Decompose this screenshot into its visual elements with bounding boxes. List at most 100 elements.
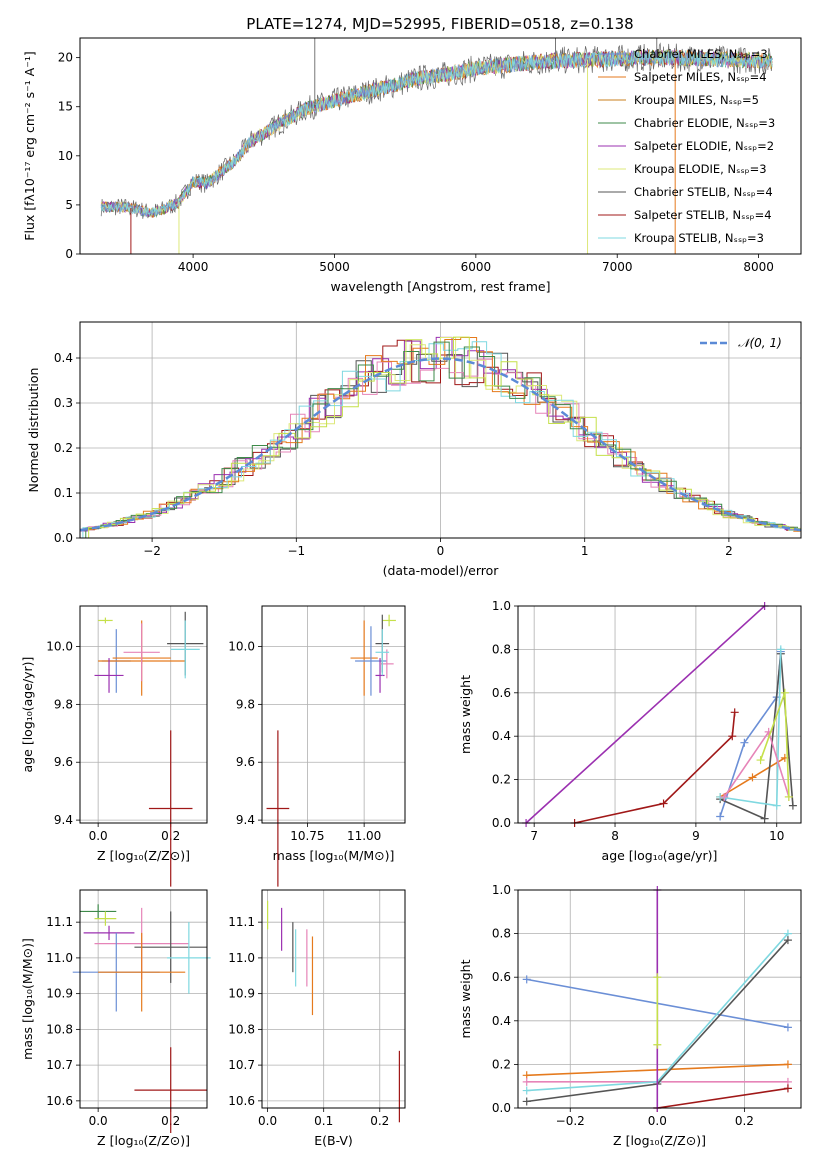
page-title: PLATE=1274, MJD=52995, FIBERID=0518, z=0… xyxy=(246,15,633,33)
weight-marker xyxy=(783,1060,792,1069)
x-tick-label: 1 xyxy=(581,544,589,558)
legend-entry: Chabrier ELODIE, Nₛₛₚ=3 xyxy=(634,116,775,130)
axes-frame xyxy=(517,605,802,824)
x-tick-label: 0.0 xyxy=(89,1114,108,1128)
y-axis-label: age [log₁₀(age/yr)] xyxy=(20,657,35,773)
legend-entry: Kroupa ELODIE, Nₛₛₚ=3 xyxy=(634,162,767,176)
legend-entry: Kroupa MILES, Nₛₛₚ=5 xyxy=(634,93,759,107)
x-tick-label: 4000 xyxy=(178,260,209,274)
x-tick-label: 6000 xyxy=(461,260,492,274)
x-tick-label: 10 xyxy=(769,829,784,843)
y-tick-label: 10 xyxy=(58,149,73,163)
y-tick-label: 10.0 xyxy=(228,640,255,654)
histogram-chabrier_stelib xyxy=(80,351,801,531)
x-tick-label: 7 xyxy=(530,829,538,843)
panel-age_vs_mass: 10.75 11.00 9.4 9.6 9.8 10.0 mass [log₁₀(M/M⊙)… xyxy=(228,605,406,887)
weight-marker xyxy=(756,756,765,765)
panel-mass_weight_vs_Z: −0.2 0.0 0.2 0.0 0.2 0.4 0.6 0.8 1.0 Z [log₁₀(Z/Z… xyxy=(458,883,802,1148)
y-tick-label: 0.0 xyxy=(54,531,73,545)
y-tick-label: 9.8 xyxy=(54,697,73,711)
x-tick-label: 0.2 xyxy=(735,1114,754,1128)
axes-frame xyxy=(79,889,208,1109)
y-tick-label: 0.8 xyxy=(492,642,511,656)
y-tick-label: 9.4 xyxy=(54,813,73,827)
weight-marker xyxy=(653,973,662,982)
weight-marker xyxy=(522,1077,531,1086)
weight-series-line xyxy=(657,1087,789,1109)
y-tick-label: 10.0 xyxy=(46,640,73,654)
x-tick-label: 0.0 xyxy=(89,829,108,843)
histogram-pink xyxy=(80,358,801,530)
histograms xyxy=(80,336,801,538)
legend-entry: Salpeter ELODIE, Nₛₛₚ=2 xyxy=(634,139,774,153)
weight-marker xyxy=(522,1097,531,1106)
weight-marker xyxy=(748,773,757,782)
x-axis-label: (data-model)/error xyxy=(383,563,500,578)
axes-frame xyxy=(79,321,802,539)
y-axis-label: Normed distribution xyxy=(26,368,41,493)
y-axis-label: mass weight xyxy=(458,675,473,754)
x-tick-label: 0.0 xyxy=(258,1114,277,1128)
legend-entry: Kroupa STELIB, Nₛₛₚ=3 xyxy=(634,231,764,245)
weight-marker xyxy=(740,738,749,747)
y-tick-label: 10.6 xyxy=(46,1094,73,1108)
panel-spectrum: 4000 5000 6000 7000 8000 0 5 10 15 20 wavelength [… xyxy=(22,37,802,294)
weight-marker xyxy=(659,799,668,808)
y-tick-label: 11.0 xyxy=(228,951,255,965)
weight-series-line xyxy=(525,605,766,824)
weight-marker xyxy=(780,688,789,697)
y-tick-label: 9.6 xyxy=(54,755,73,769)
x-tick-label: 0.1 xyxy=(314,1114,333,1128)
legend-entry: 𝒩(0, 1) xyxy=(738,336,782,350)
axes-frame xyxy=(79,605,208,824)
y-tick-label: 10.7 xyxy=(46,1058,73,1072)
x-axis-label: Z [log₁₀(Z/Z⊙)] xyxy=(613,1133,706,1148)
y-tick-label: 10.8 xyxy=(228,1022,255,1036)
weight-marker xyxy=(522,975,531,984)
panel-mass_weight_vs_age: 7 8 9 10 0.0 0.2 0.4 0.6 0.8 1.0 age [log₁₀(age/yr… xyxy=(458,599,802,863)
x-tick-label: 10.75 xyxy=(290,829,324,843)
weight-marker xyxy=(783,1084,792,1093)
y-axis-label: mass weight xyxy=(458,959,473,1038)
axes-frame xyxy=(261,605,406,824)
x-tick-label: −1 xyxy=(287,544,305,558)
x-tick-label: 7000 xyxy=(602,260,633,274)
y-tick-label: 10.9 xyxy=(228,987,255,1001)
weight-marker xyxy=(772,801,781,810)
x-tick-label: 0 xyxy=(437,544,445,558)
x-axis-label: mass [log₁₀(M/M⊙)] xyxy=(273,848,395,863)
y-tick-label: 10.8 xyxy=(46,1022,73,1036)
y-axis-label: Flux [fλ10⁻¹⁷ erg cm⁻² s⁻¹ A⁻¹] xyxy=(22,51,37,240)
y-tick-label: 1.0 xyxy=(492,599,511,613)
x-tick-label: 8000 xyxy=(743,260,774,274)
y-tick-label: 0.8 xyxy=(492,927,511,941)
y-tick-label: 0.6 xyxy=(492,970,511,984)
y-tick-label: 9.6 xyxy=(236,755,255,769)
y-tick-label: 9.8 xyxy=(236,697,255,711)
histogram-lime xyxy=(88,336,801,538)
x-axis-label: Z [log₁₀(Z/Z⊙)] xyxy=(97,848,190,863)
y-tick-label: 0.0 xyxy=(492,1101,511,1115)
weight-marker xyxy=(783,1023,792,1032)
y-tick-label: 0.2 xyxy=(54,441,73,455)
y-tick-label: 10.9 xyxy=(46,987,73,1001)
panel-residual_histogram: −2 −1 0 1 2 0.0 0.1 0.2 0.3 0.4 (data-model)/error… xyxy=(26,321,802,578)
panel-mass_vs_Z: 0.0 0.210.610.710.810.911.011.1Z [log₁₀(Z… xyxy=(20,889,211,1148)
x-tick-label: −2 xyxy=(143,544,161,558)
weight-marker xyxy=(720,792,729,801)
x-tick-label: 5000 xyxy=(319,260,350,274)
axes-frame xyxy=(517,889,802,1109)
x-tick-label: 11.00 xyxy=(347,829,381,843)
weight-marker xyxy=(716,812,725,821)
weight-marker xyxy=(783,936,792,945)
y-tick-label: 11.0 xyxy=(46,951,73,965)
panel-mass_vs_ebv: 0.0 0.1 0.2 10.6 10.7 10.8 10.9 11.0 11.1 E(B-V) xyxy=(228,889,406,1148)
y-tick-label: 0.2 xyxy=(492,1057,511,1071)
y-tick-label: 0.2 xyxy=(492,773,511,787)
y-tick-label: 11.1 xyxy=(228,915,255,929)
weight-marker xyxy=(728,732,737,741)
x-axis-label: Z [log₁₀(Z/Z⊙)] xyxy=(97,1133,190,1148)
legend-entry: Salpeter STELIB, Nₛₛₚ=4 xyxy=(634,208,772,222)
weight-marker xyxy=(760,814,769,823)
